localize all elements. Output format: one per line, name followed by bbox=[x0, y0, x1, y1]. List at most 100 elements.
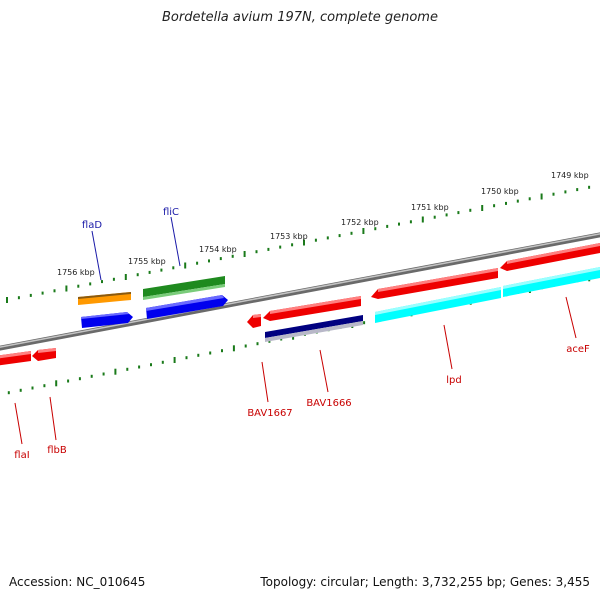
ruler-top-tick-39 bbox=[469, 208, 472, 212]
ruler-bottom-tick-19 bbox=[221, 349, 223, 353]
feature-BAV1666-navy[interactable] bbox=[265, 315, 363, 342]
gene-label-fliC[interactable]: fliC bbox=[163, 207, 179, 218]
leader-BAV1667 bbox=[261, 361, 269, 403]
ruler-bottom-tick-3 bbox=[31, 386, 34, 390]
ruler-bottom-tick-2 bbox=[19, 388, 22, 392]
feature-lpd-red[interactable] bbox=[371, 268, 498, 299]
ruler-top-tick-48 bbox=[576, 188, 579, 192]
gene-label-BAV1666[interactable]: BAV1666 bbox=[306, 398, 351, 409]
ruler-bottom-tick-16 bbox=[185, 356, 188, 360]
scale-label-1754: 1754 kbp bbox=[199, 245, 237, 254]
gene-label-lpd[interactable]: lpd bbox=[446, 375, 461, 386]
gene-label-BAV1667[interactable]: BAV1667 bbox=[247, 408, 292, 419]
ruler-top-tick-34 bbox=[409, 220, 412, 224]
ruler-top-tick-7 bbox=[89, 282, 92, 286]
ruler-top-tick-15 bbox=[184, 262, 187, 269]
feature-fliC-green[interactable] bbox=[143, 276, 225, 300]
ruler-bottom-tick-12 bbox=[138, 365, 141, 369]
ruler-bottom-tick-21 bbox=[244, 344, 247, 348]
ruler-top-tick-8 bbox=[101, 280, 103, 284]
ruler-top-tick-18 bbox=[219, 257, 222, 261]
feature-flaD-blue[interactable] bbox=[81, 312, 133, 328]
ruler-top-tick-46 bbox=[552, 192, 555, 196]
scale-label-1753: 1753 kbp bbox=[270, 232, 308, 241]
ruler-bottom-tick-7 bbox=[78, 377, 81, 381]
ruler-bottom-tick-5 bbox=[55, 380, 58, 387]
ruler-bottom-tick-17 bbox=[197, 353, 200, 357]
ruler-bottom-tick-13 bbox=[150, 363, 152, 367]
leader-flaD bbox=[91, 230, 102, 281]
ruler-bottom-tick-14 bbox=[161, 360, 164, 364]
ruler-top-tick-6 bbox=[77, 284, 80, 288]
ruler-top-tick-2 bbox=[29, 293, 32, 297]
feature-aceF-cyan[interactable] bbox=[503, 265, 600, 297]
ruler-bottom-tick-4 bbox=[43, 384, 46, 388]
scale-label-1751: 1751 kbp bbox=[411, 203, 449, 212]
ruler-bottom-tick-6 bbox=[67, 379, 70, 383]
ruler-top-tick-29 bbox=[350, 231, 353, 235]
leader-aceF bbox=[565, 296, 577, 339]
ruler-top-tick-4 bbox=[53, 289, 56, 293]
leader-flbB bbox=[49, 396, 57, 441]
ruler-bottom-tick-1 bbox=[7, 391, 10, 395]
leader-fliC bbox=[170, 216, 181, 267]
ruler-top-tick-47 bbox=[564, 190, 567, 194]
ruler-bottom-tick-23 bbox=[268, 339, 271, 343]
ruler-bottom-tick-31 bbox=[363, 321, 366, 325]
feature-BAV1667-red[interactable] bbox=[247, 314, 261, 328]
ruler-top-tick-12 bbox=[148, 270, 151, 274]
ruler-top-tick-10 bbox=[124, 274, 127, 280]
leader-flaI bbox=[14, 402, 23, 445]
feature-fliC-blue[interactable] bbox=[146, 295, 228, 319]
scale-label-1752: 1752 kbp bbox=[341, 218, 379, 227]
gene-label-flbB[interactable]: flbB bbox=[47, 445, 67, 456]
ruler-top-tick-24 bbox=[291, 243, 294, 247]
ruler-top-tick-11 bbox=[136, 273, 139, 277]
genome-backbone bbox=[0, 232, 600, 351]
genome-backbone-highlight bbox=[0, 233, 600, 348]
scale-label-1755: 1755 kbp bbox=[128, 257, 166, 266]
scale-label-1750: 1750 kbp bbox=[481, 187, 519, 196]
feature-lpd-cyan[interactable] bbox=[375, 287, 501, 323]
ruler-top-tick-26 bbox=[314, 238, 317, 242]
ruler-top-tick-14 bbox=[172, 266, 175, 270]
gene-label-flaD[interactable]: flaD bbox=[82, 220, 102, 231]
ruler-top-tick-25 bbox=[303, 239, 305, 246]
leader-lpd bbox=[443, 324, 453, 370]
feature-flaD-orange[interactable] bbox=[78, 292, 131, 305]
feature-BAV1666-red[interactable] bbox=[263, 296, 361, 321]
ruler-top-tick-44 bbox=[528, 197, 531, 201]
ruler-bottom-tick-10 bbox=[114, 368, 117, 375]
scale-label-1756: 1756 kbp bbox=[57, 268, 95, 277]
ruler-bottom-tick-18 bbox=[209, 351, 212, 355]
feature-flbB-red[interactable] bbox=[32, 348, 56, 361]
ruler-top-tick-22 bbox=[267, 247, 270, 251]
ruler-top-tick-31 bbox=[374, 227, 377, 231]
ruler-top-tick-16 bbox=[196, 261, 199, 265]
ruler-top-tick-19 bbox=[231, 254, 234, 258]
gene-label-flaI[interactable]: flaI bbox=[14, 450, 29, 461]
leader-BAV1666 bbox=[319, 349, 329, 393]
ruler-bottom-tick-8 bbox=[90, 374, 93, 378]
ruler-top-tick-33 bbox=[398, 222, 400, 226]
ruler-bottom-tick-22 bbox=[256, 342, 259, 346]
feature-flaI-red[interactable] bbox=[0, 351, 31, 366]
ruler-bottom-tick-9 bbox=[102, 372, 105, 376]
accession-text: Accession: NC_010645 bbox=[9, 575, 146, 589]
ruler-top-tick-21 bbox=[255, 250, 258, 254]
ruler-top-tick-3 bbox=[41, 291, 44, 295]
ruler-top-tick-27 bbox=[326, 236, 329, 240]
gene-label-aceF[interactable]: aceF bbox=[566, 344, 590, 355]
feature-aceF-red[interactable] bbox=[500, 241, 600, 271]
ruler-top-tick-43 bbox=[516, 199, 519, 203]
ruler-top-tick-35 bbox=[421, 216, 424, 223]
ruler-top-tick-23 bbox=[279, 245, 282, 249]
ruler-top-tick-45 bbox=[540, 193, 543, 200]
ruler-top-tick-20 bbox=[243, 251, 246, 257]
ruler-top-tick-9 bbox=[112, 277, 115, 281]
ruler-top-tick-30 bbox=[362, 228, 365, 234]
ruler-top-tick-28 bbox=[338, 234, 341, 238]
ruler-top-tick-40 bbox=[481, 205, 484, 211]
